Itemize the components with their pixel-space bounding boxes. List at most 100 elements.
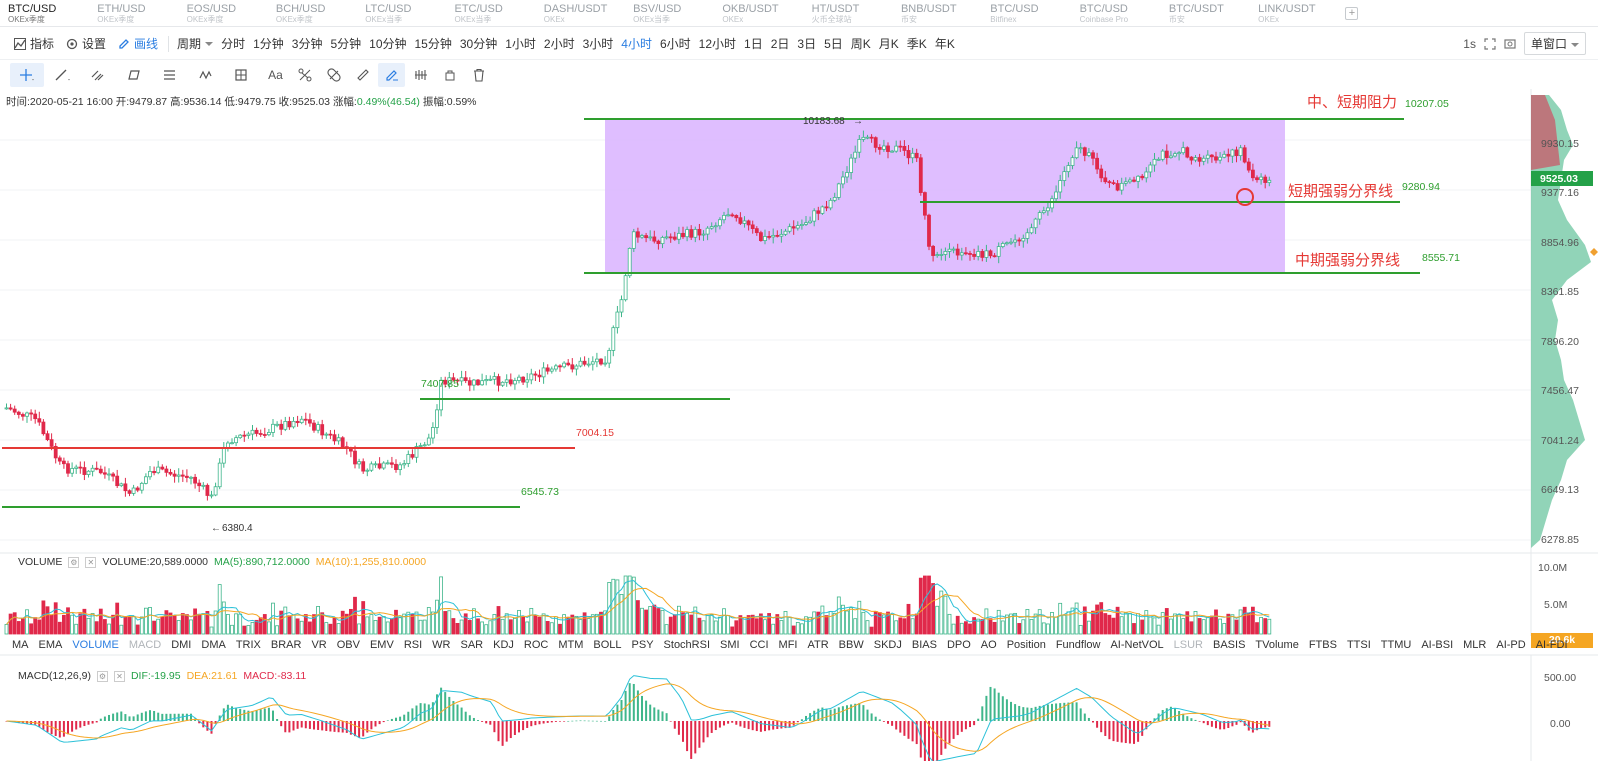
- symbol-tab[interactable]: BTC/USDT 币安: [1161, 0, 1250, 27]
- indicator-tab[interactable]: TTMU: [1380, 639, 1412, 651]
- period-option[interactable]: 3日: [797, 36, 817, 51]
- indicator-tab[interactable]: Position: [1006, 639, 1046, 651]
- volume-settings-icon[interactable]: ⚙: [68, 556, 80, 568]
- symbol-tab[interactable]: ETC/USD OKEx当季: [446, 0, 535, 27]
- symbol-tab[interactable]: HT/USDT 火币全球站: [804, 0, 893, 27]
- indicator-tab[interactable]: AO: [980, 639, 997, 651]
- indicator-tab[interactable]: Fundflow: [1055, 639, 1101, 651]
- window-layout-dropdown[interactable]: 单窗口: [1523, 32, 1586, 55]
- symbol-tab[interactable]: LINK/USDT OKEx: [1250, 0, 1339, 27]
- indicator-tab[interactable]: BOLL: [593, 639, 622, 651]
- symbol-tab[interactable]: BTC/USD Bitfinex: [982, 0, 1071, 27]
- hide-drawings-tool[interactable]: [436, 63, 463, 87]
- indicator-tab[interactable]: WR: [432, 639, 451, 651]
- pattern-tool[interactable]: [291, 63, 318, 87]
- indicator-tab[interactable]: StochRSI: [663, 639, 711, 651]
- indicator-tab[interactable]: TTSI: [1346, 639, 1371, 651]
- symbol-tab[interactable]: BTC/USD Coinbase Pro: [1072, 0, 1161, 27]
- indicator-tab[interactable]: AI-PD: [1496, 639, 1526, 651]
- indicator-tab[interactable]: MLR: [1463, 639, 1487, 651]
- indicator-tab[interactable]: OBV: [336, 639, 360, 651]
- period-option[interactable]: 5分钟: [330, 36, 362, 51]
- volume-close-icon[interactable]: ✕: [85, 556, 97, 568]
- symbol-tab[interactable]: ETH/USD OKEx季度: [89, 0, 178, 27]
- indicator-tab[interactable]: FTBS: [1308, 639, 1337, 651]
- period-option[interactable]: 3分钟: [291, 36, 323, 51]
- period-option[interactable]: 15分钟: [414, 36, 452, 51]
- indicator-tab[interactable]: MTM: [558, 639, 584, 651]
- period-option[interactable]: 2日: [770, 36, 790, 51]
- indicator-tab[interactable]: LSUR: [1173, 639, 1203, 651]
- period-option[interactable]: 1小时: [505, 36, 536, 51]
- lock-drawings-tool[interactable]: [407, 63, 434, 87]
- horizontal-lines-tool[interactable]: [154, 63, 188, 87]
- wave-tool[interactable]: [190, 63, 224, 87]
- period-option[interactable]: 年K: [934, 36, 955, 51]
- indicator-tab[interactable]: MA: [12, 639, 29, 651]
- text-tool[interactable]: Aa: [262, 63, 289, 87]
- delete-drawings-tool[interactable]: [465, 63, 492, 87]
- period-option[interactable]: 6小时: [659, 36, 691, 51]
- channel-tool[interactable]: [82, 63, 116, 87]
- indicator-tab[interactable]: SAR: [460, 639, 484, 651]
- crosshair-tool[interactable]: [10, 63, 44, 87]
- indicator-tab[interactable]: ATR: [807, 639, 829, 651]
- period-option[interactable]: 1分钟: [253, 36, 284, 51]
- period-option[interactable]: 4小时: [621, 36, 652, 51]
- indicator-tab[interactable]: TVolume: [1255, 639, 1299, 651]
- indicator-tab[interactable]: EMV: [369, 639, 394, 651]
- indicator-tab[interactable]: MACD: [128, 639, 162, 651]
- draw-line-button[interactable]: 画线: [112, 32, 164, 56]
- trend-line-tool[interactable]: [46, 63, 80, 87]
- indicator-tab[interactable]: DMA: [201, 639, 226, 651]
- indicator-tab[interactable]: TRIX: [235, 639, 261, 651]
- indicator-tab[interactable]: AI-NetVOL: [1110, 639, 1164, 651]
- indicator-tab[interactable]: MFI: [778, 639, 798, 651]
- indicator-tab[interactable]: ROC: [523, 639, 549, 651]
- period-option[interactable]: 周K: [850, 36, 871, 51]
- symbol-tab[interactable]: OKB/USDT OKEx: [714, 0, 803, 27]
- measure-tool[interactable]: [226, 63, 260, 87]
- refresh-interval[interactable]: 1s: [1463, 36, 1476, 51]
- indicator-tab[interactable]: VOLUME: [72, 639, 119, 651]
- indicator-tab[interactable]: BASIS: [1213, 639, 1246, 651]
- indicator-tab[interactable]: SMI: [720, 639, 740, 651]
- fullscreen-icon[interactable]: [1484, 37, 1496, 50]
- settings-button[interactable]: 设置: [60, 32, 112, 56]
- indicator-tab[interactable]: RSI: [403, 639, 423, 651]
- symbol-tab[interactable]: BCH/USD OKEx季度: [268, 0, 357, 27]
- indicator-tab[interactable]: BRAR: [270, 639, 302, 651]
- symbol-tab[interactable]: DASH/USDT OKEx: [536, 0, 625, 27]
- period-option[interactable]: 1日: [744, 36, 763, 51]
- macd-close-icon[interactable]: ✕: [113, 670, 125, 682]
- indicator-tab[interactable]: CCI: [749, 639, 769, 651]
- indicator-tab[interactable]: AI-FDI: [1535, 639, 1568, 651]
- period-dropdown[interactable]: 周期: [173, 32, 217, 56]
- period-option[interactable]: 分时: [221, 36, 246, 51]
- indicator-tab[interactable]: DPO: [946, 639, 971, 651]
- period-option[interactable]: 12小时: [698, 36, 737, 51]
- magnet-tool[interactable]: [320, 63, 347, 87]
- ruler-tool[interactable]: [349, 63, 376, 87]
- indicator-tab[interactable]: SKDJ: [873, 639, 902, 651]
- indicator-tab[interactable]: PSY: [631, 639, 654, 651]
- keep-drawing-tool[interactable]: [378, 63, 405, 87]
- period-option[interactable]: 2小时: [543, 36, 575, 51]
- period-option[interactable]: 30分钟: [459, 36, 498, 51]
- macd-settings-icon[interactable]: ⚙: [96, 670, 108, 682]
- indicator-tab[interactable]: VR: [311, 639, 327, 651]
- indicator-tab[interactable]: BBW: [838, 639, 864, 651]
- period-option[interactable]: 月K: [878, 36, 899, 51]
- indicator-tab[interactable]: EMA: [38, 639, 63, 651]
- indicator-tab[interactable]: DMI: [171, 639, 192, 651]
- symbol-tab[interactable]: EOS/USD OKEx季度: [179, 0, 268, 27]
- shape-tool[interactable]: [118, 63, 152, 87]
- symbol-tab[interactable]: BSV/USD OKEx当季: [625, 0, 714, 27]
- indicator-tab[interactable]: BIAS: [911, 639, 937, 651]
- period-option[interactable]: 10分钟: [369, 36, 407, 51]
- period-option[interactable]: 5日: [824, 36, 843, 51]
- period-option[interactable]: 3小时: [582, 36, 614, 51]
- symbol-tab[interactable]: BTC/USD OKEx季度: [0, 0, 89, 27]
- symbol-tab[interactable]: BNB/USDT 币安: [893, 0, 982, 27]
